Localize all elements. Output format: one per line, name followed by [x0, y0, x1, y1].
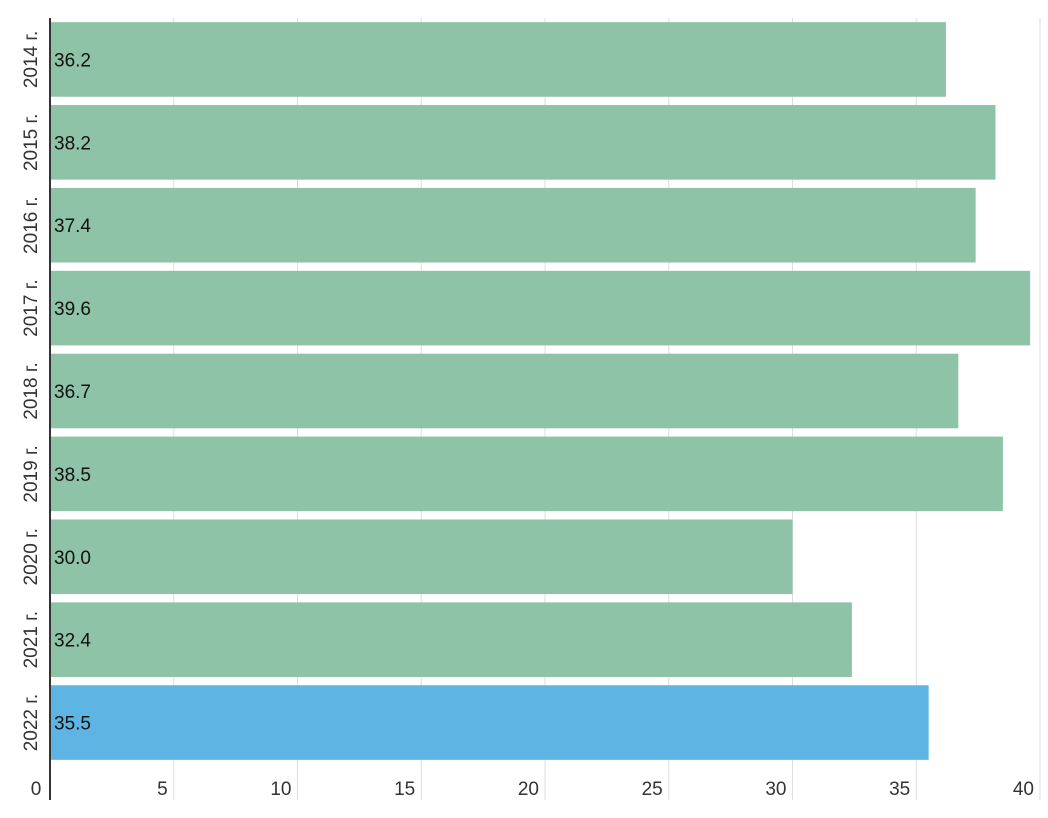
- value-label: 35.5: [54, 714, 91, 735]
- value-label: 38.5: [54, 465, 91, 486]
- x-tick-label: 30: [765, 779, 786, 800]
- bar: [51, 187, 976, 263]
- x-tick-labels: 0 5 10 15 20 25 30 35 40: [31, 779, 1034, 800]
- category-label: 2016 г.: [21, 197, 42, 254]
- category-label: 2019 г.: [21, 445, 42, 502]
- value-label: 37.4: [54, 216, 91, 237]
- category-label: 2020 г.: [21, 528, 42, 585]
- value-labels: 36.2 38.2 37.4 39.6 36.7 38.5 30.0 32.4 35.5: [54, 50, 91, 734]
- value-label: 36.7: [54, 382, 91, 403]
- bar: [51, 353, 959, 429]
- value-label: 36.2: [54, 50, 91, 71]
- value-label: 38.2: [54, 133, 91, 154]
- category-labels: 2014 г. 2015 г. 2016 г. 2017 г. 2018 г. 2019 …: [21, 31, 42, 752]
- value-label: 39.6: [54, 299, 91, 320]
- bar: [51, 685, 929, 760]
- bar: [51, 105, 996, 180]
- bar: [51, 22, 946, 97]
- x-tick-label: 20: [518, 779, 539, 800]
- x-tick-label: 0: [31, 779, 42, 800]
- bars: [51, 22, 1031, 760]
- x-tick-label: 40: [1013, 779, 1034, 800]
- x-tick-label: 35: [889, 779, 910, 800]
- bar: [51, 436, 1003, 512]
- category-label: 2022 г.: [21, 694, 42, 751]
- category-label: 2021 г.: [21, 611, 42, 668]
- value-label: 30.0: [54, 548, 91, 569]
- bar: [51, 519, 793, 595]
- x-tick-label: 10: [270, 779, 291, 800]
- category-label: 2014 г.: [21, 31, 42, 88]
- bar: [51, 602, 852, 677]
- category-label: 2018 г.: [21, 362, 42, 419]
- x-tick-label: 5: [157, 779, 168, 800]
- bar: [51, 270, 1031, 346]
- x-tick-label: 15: [394, 779, 415, 800]
- category-label: 2017 г.: [21, 279, 42, 336]
- x-tick-label: 25: [642, 779, 663, 800]
- value-label: 32.4: [54, 631, 91, 652]
- category-label: 2015 г.: [21, 114, 42, 171]
